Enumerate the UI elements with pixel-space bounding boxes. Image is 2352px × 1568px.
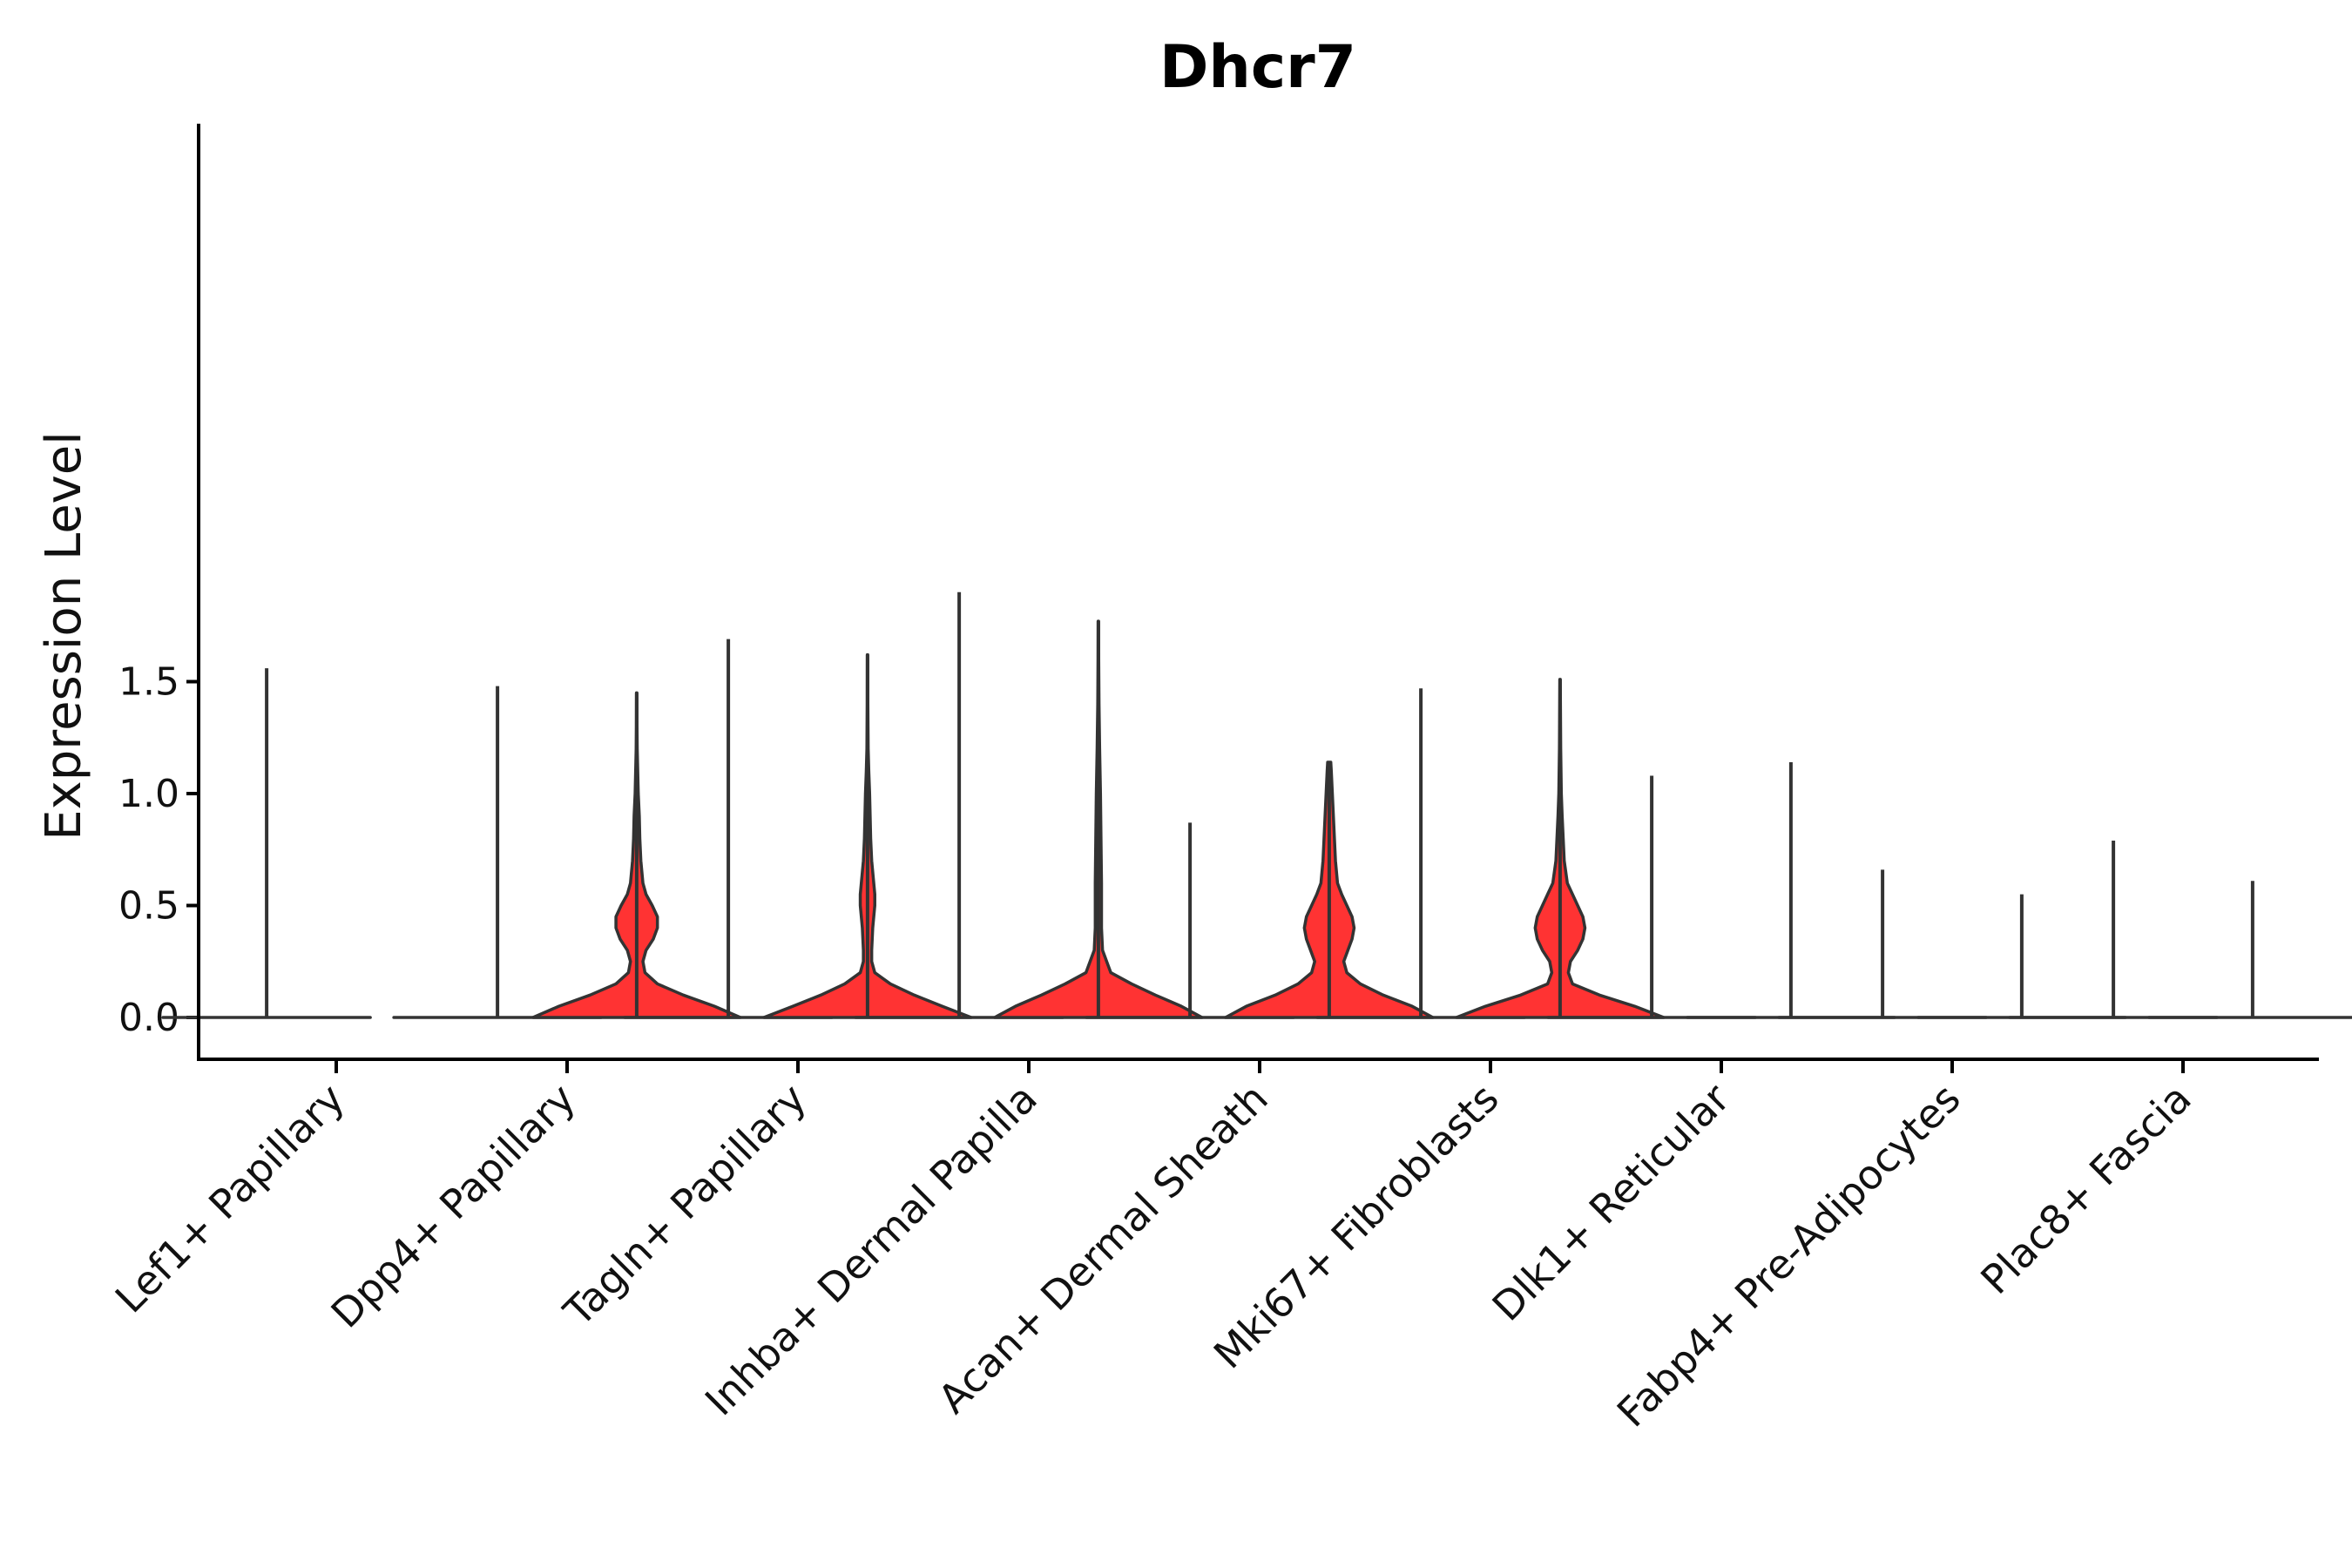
chart-title: Dhcr7 [1159, 33, 1356, 102]
y-tick-label-2: 1.0 [118, 772, 179, 816]
y-tick-label-3: 1.5 [118, 660, 179, 705]
y-tick-label-1: 0.5 [118, 884, 179, 929]
y-axis-label: Expression Level [36, 431, 92, 841]
